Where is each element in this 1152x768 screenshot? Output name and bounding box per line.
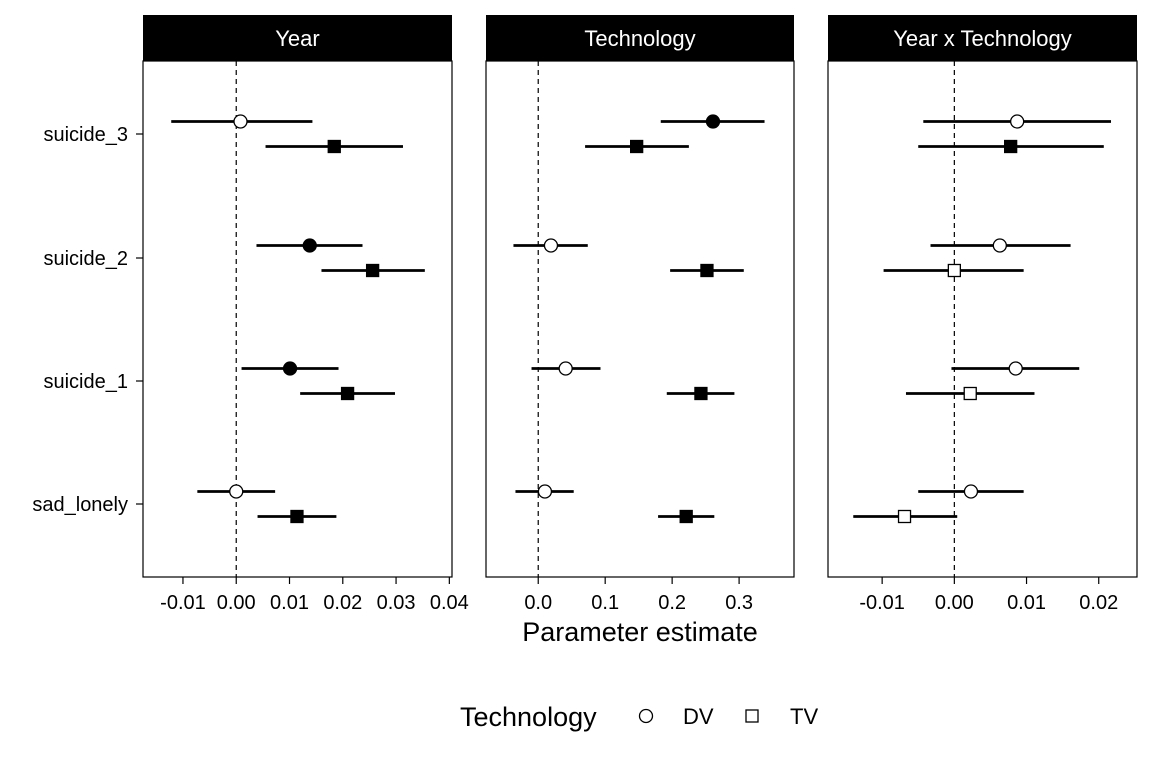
x-tick-label: 0.2 xyxy=(658,592,686,614)
panel-border xyxy=(485,60,795,578)
point-square xyxy=(630,139,644,154)
point-square xyxy=(700,263,714,278)
point-circle xyxy=(705,114,721,129)
point-square xyxy=(327,139,341,154)
x-tick-label: 0.1 xyxy=(591,592,619,614)
point-circle xyxy=(963,484,979,499)
facet-strip xyxy=(143,15,452,61)
x-tick-label: 0.0 xyxy=(524,592,552,614)
point-square xyxy=(679,509,693,524)
facet-title: Technology xyxy=(584,26,695,51)
panel-border xyxy=(827,60,1138,578)
panel-border xyxy=(142,60,453,578)
point-circle xyxy=(229,484,244,499)
point-square xyxy=(290,509,304,524)
point-circle xyxy=(302,238,317,253)
x-axis-title: Parameter estimate xyxy=(522,617,758,647)
point-circle xyxy=(992,238,1007,253)
y-tick-label: suicide_1 xyxy=(43,371,128,393)
y-tick-label: suicide_3 xyxy=(43,124,128,146)
x-tick-label: 0.3 xyxy=(725,592,753,614)
x-tick-label: 0.02 xyxy=(1079,592,1118,614)
point-circle xyxy=(1010,114,1025,129)
legend-key-square xyxy=(745,709,759,723)
point-square xyxy=(947,263,961,278)
point-circle xyxy=(537,484,553,499)
x-tick-label: 0.03 xyxy=(377,592,416,614)
point-circle xyxy=(558,361,573,376)
y-tick-label: suicide_2 xyxy=(43,248,128,270)
point-circle xyxy=(233,114,248,129)
x-tick-label: 0.01 xyxy=(270,592,309,614)
point-square xyxy=(694,386,708,401)
point-square xyxy=(963,386,977,401)
legend-title: Technology xyxy=(460,702,597,732)
legend-label: TV xyxy=(790,704,818,729)
point-circle xyxy=(543,238,559,253)
y-tick-label: sad_lonely xyxy=(32,494,128,516)
x-tick-label: 0.01 xyxy=(1007,592,1046,614)
facet-title: Year xyxy=(275,26,319,51)
facet-strip xyxy=(486,15,794,61)
point-square xyxy=(1004,139,1018,154)
point-circle xyxy=(282,361,298,376)
legend-key-circle xyxy=(638,708,654,724)
x-tick-label: 0.00 xyxy=(217,592,256,614)
point-square xyxy=(340,386,355,401)
x-tick-label: 0.04 xyxy=(430,592,469,614)
facet-title: Year x Technology xyxy=(893,26,1072,51)
legend-label: DV xyxy=(683,704,714,729)
x-tick-label: 0.00 xyxy=(935,592,974,614)
x-tick-label: 0.02 xyxy=(323,592,362,614)
x-tick-label: -0.01 xyxy=(160,592,206,614)
facet-strip xyxy=(828,15,1137,61)
x-tick-label: -0.01 xyxy=(859,592,905,614)
point-square xyxy=(365,263,380,278)
point-circle xyxy=(1008,361,1023,376)
point-square xyxy=(897,509,912,524)
